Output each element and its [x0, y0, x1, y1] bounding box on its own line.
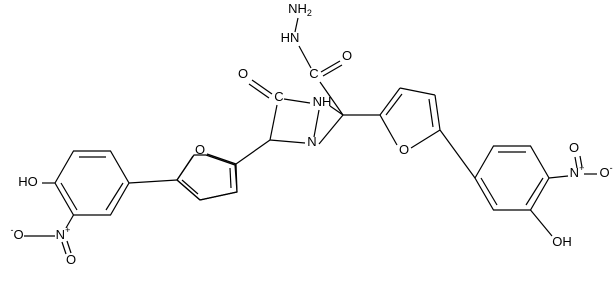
atom-symbol: O [13, 227, 23, 242]
atom-symbol: O [599, 165, 609, 180]
atom-label: O- [599, 163, 612, 180]
atom-label: O [569, 140, 579, 155]
atom-symbol: O [238, 66, 248, 81]
atom-label: OH [552, 234, 572, 249]
atom-label: NH [313, 94, 332, 109]
atom-label: C [274, 89, 283, 104]
atom-symbol: HO [18, 174, 38, 189]
atom-label: C [309, 66, 318, 81]
atom-symbol: N [570, 165, 579, 180]
atom-symbol: O [569, 140, 579, 155]
charge: + [65, 225, 70, 235]
atom-label: O [195, 142, 205, 157]
atom-label: N [307, 134, 316, 149]
atom-symbol: O [195, 142, 205, 157]
atom-label: NH2 [288, 1, 312, 18]
atom-label: -O [10, 225, 23, 242]
atom-symbol: O [66, 252, 76, 267]
atom-symbol: HN [281, 30, 300, 45]
subscript: 2 [307, 8, 312, 18]
atom-symbol: N [307, 134, 316, 149]
atom-symbol: N [56, 227, 65, 242]
atom-label: N+ [570, 163, 585, 180]
charge: - [610, 163, 613, 173]
atom-symbol: C [274, 89, 283, 104]
atom-label: HN [281, 30, 300, 45]
atom-label: O [66, 252, 76, 267]
atom-symbol: NH [288, 1, 307, 16]
atom-symbol: NH [313, 94, 332, 109]
atom-label: O [399, 142, 409, 157]
benzene-ring [54, 150, 130, 216]
atom-label: HO [18, 174, 38, 189]
charge: + [579, 163, 584, 173]
atom-symbol: OH [552, 234, 572, 249]
atom-label: O [342, 48, 352, 63]
benzene-ring [474, 145, 550, 211]
atom-symbol: O [399, 142, 409, 157]
atom-label: O [238, 66, 248, 81]
atom-symbol: C [309, 66, 318, 81]
atom-symbol: O [342, 48, 352, 63]
atom-label: N+ [56, 225, 71, 242]
bonds [24, 17, 597, 255]
charge: - [10, 225, 13, 235]
